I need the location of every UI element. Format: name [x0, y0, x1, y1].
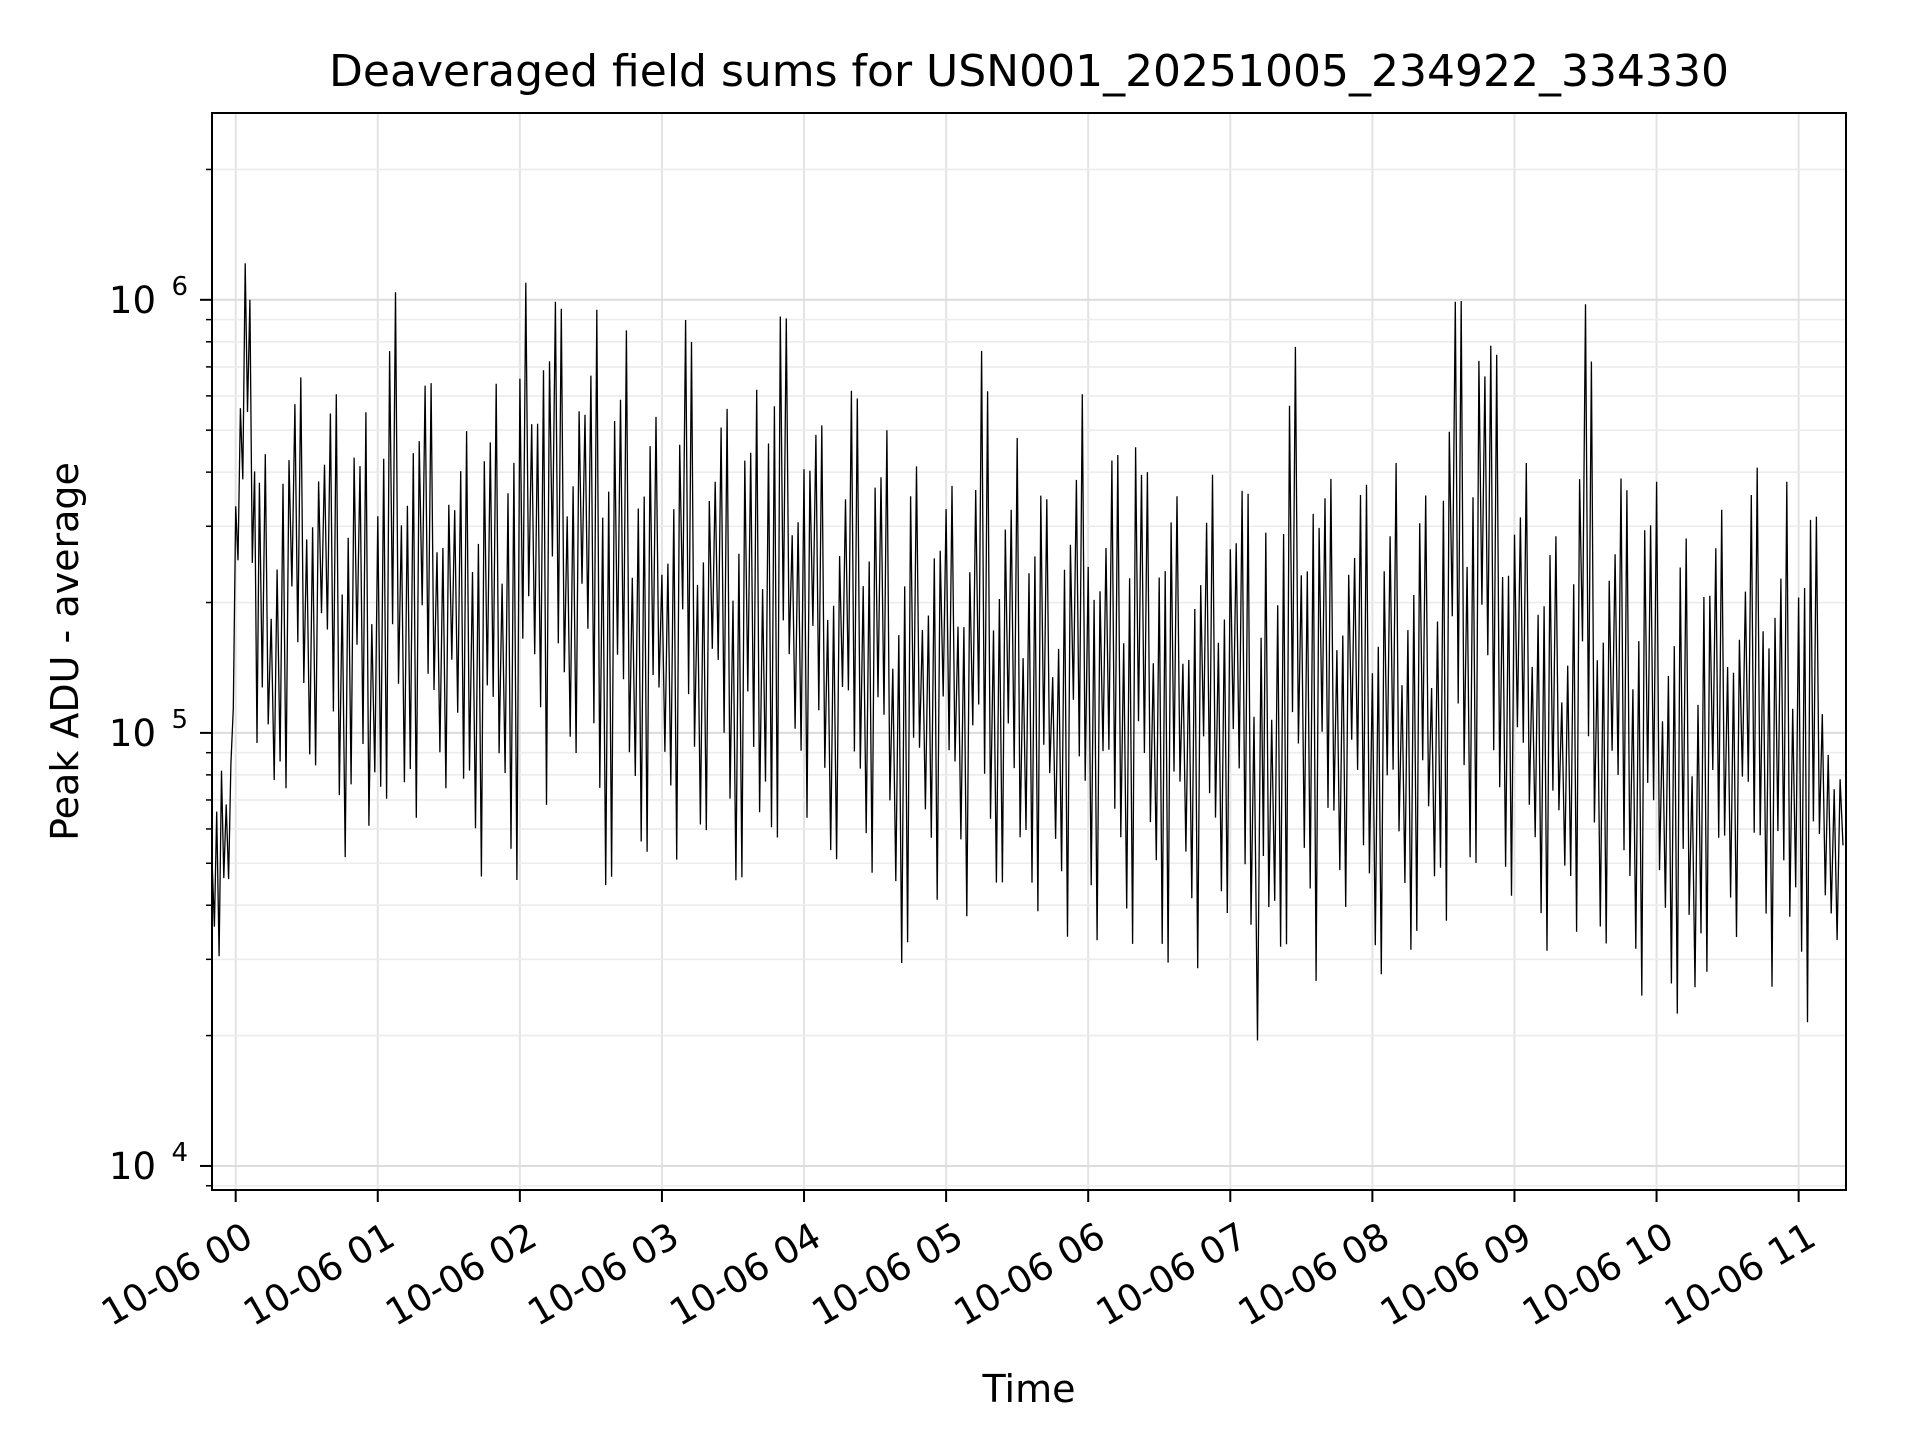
y-tick-base: 10	[109, 1145, 156, 1188]
series-line	[212, 263, 1844, 1041]
y-tick-label: 10	[109, 279, 156, 322]
series-group	[212, 263, 1844, 1041]
grid-lines	[212, 113, 1846, 1190]
y-tick-base: 10	[109, 279, 156, 322]
y-tick-exponent: 5	[171, 705, 188, 735]
y-tick-label: 10	[109, 712, 156, 755]
y-tick-base: 10	[109, 712, 156, 755]
chart-title: Deaveraged field sums for USN001_2025100…	[329, 46, 1729, 97]
x-axis-label: Time	[982, 1367, 1076, 1411]
y-axis-label: Peak ADU - average	[43, 462, 87, 841]
y-tick-exponent: 4	[171, 1138, 188, 1168]
y-tick-exponent: 6	[171, 272, 188, 302]
y-tick-label: 10	[109, 1145, 156, 1188]
plot-frame	[211, 112, 1847, 1191]
